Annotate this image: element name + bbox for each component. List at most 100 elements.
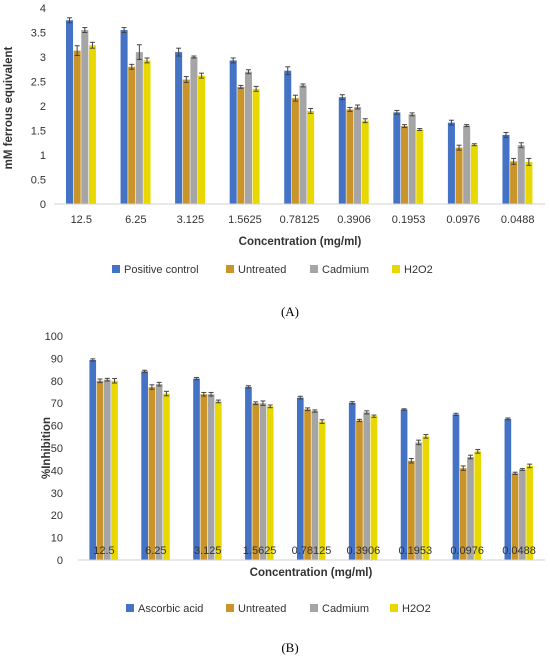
bar bbox=[207, 394, 215, 560]
bar bbox=[338, 97, 346, 204]
error-bar bbox=[297, 395, 303, 400]
error-bar bbox=[260, 400, 266, 406]
bar bbox=[148, 387, 156, 560]
bar bbox=[502, 134, 510, 204]
error-bar bbox=[409, 112, 415, 117]
error-bar bbox=[90, 358, 96, 362]
error-bar bbox=[460, 465, 466, 471]
legend-label: H2O2 bbox=[404, 264, 433, 276]
error-bar bbox=[511, 157, 517, 165]
error-bar bbox=[144, 57, 150, 64]
error-bar bbox=[89, 41, 95, 49]
y-tick-label: 30 bbox=[51, 488, 63, 500]
x-tick-label: 0.1953 bbox=[392, 214, 426, 226]
error-bar bbox=[176, 47, 182, 57]
x-tick-label: 0.3906 bbox=[347, 545, 381, 557]
legend-swatch bbox=[226, 604, 234, 612]
bar bbox=[128, 66, 136, 204]
bar bbox=[526, 465, 533, 560]
error-bar bbox=[253, 401, 259, 406]
legend-swatch bbox=[310, 265, 318, 273]
x-tick-label: 6.25 bbox=[125, 214, 146, 226]
error-bar bbox=[208, 391, 214, 397]
error-bar bbox=[467, 454, 473, 460]
bar bbox=[354, 106, 362, 204]
bar bbox=[237, 86, 245, 204]
bar bbox=[356, 420, 363, 560]
error-bar bbox=[201, 391, 207, 397]
bar bbox=[408, 460, 415, 560]
legend-label: Cadmium bbox=[322, 603, 369, 615]
error-bar bbox=[526, 157, 532, 166]
error-bar bbox=[364, 410, 370, 415]
error-bar bbox=[448, 119, 454, 126]
error-bar bbox=[453, 412, 459, 417]
error-bar bbox=[423, 434, 429, 439]
bar bbox=[311, 411, 319, 560]
legend-item: Untreated bbox=[226, 603, 286, 615]
error-bar bbox=[285, 66, 291, 76]
bar bbox=[88, 45, 96, 204]
error-bar bbox=[121, 27, 127, 33]
bar bbox=[393, 112, 401, 204]
y-tick-label: 20 bbox=[51, 510, 63, 522]
legend-swatch bbox=[126, 604, 134, 612]
bar bbox=[120, 30, 128, 204]
bar bbox=[504, 418, 512, 560]
error-bar bbox=[512, 471, 518, 475]
error-bar bbox=[356, 418, 362, 423]
bar bbox=[244, 71, 252, 204]
legend-swatch bbox=[392, 265, 400, 273]
bar bbox=[190, 57, 198, 204]
x-tick-label: 0.0976 bbox=[450, 545, 484, 557]
error-bars-group bbox=[67, 17, 532, 166]
x-axis-title: Concentration (mg/ml) bbox=[250, 567, 373, 579]
bar bbox=[193, 378, 200, 560]
bar bbox=[400, 126, 409, 204]
legend-swatch bbox=[226, 265, 234, 273]
chart-panel-b: 0 10 20 30 40 50 60 70 80 90 100 12.5 6.25 3.125 1.56… bbox=[41, 331, 545, 655]
legend-label: Cadmium bbox=[322, 264, 369, 276]
error-bar bbox=[230, 57, 236, 64]
bar bbox=[470, 144, 478, 204]
error-bars-group bbox=[90, 358, 533, 475]
panel-label: (B) bbox=[281, 640, 298, 655]
legend-label: Untreated bbox=[238, 264, 286, 276]
x-tick-label: 1.5625 bbox=[228, 214, 262, 226]
bar bbox=[66, 20, 74, 204]
bar bbox=[299, 85, 307, 204]
error-bar bbox=[349, 401, 355, 405]
bar bbox=[81, 30, 89, 204]
error-bar bbox=[519, 468, 525, 471]
bar bbox=[229, 60, 237, 205]
error-bar bbox=[319, 419, 325, 424]
bar bbox=[296, 397, 304, 560]
bar bbox=[175, 52, 183, 204]
y-tick-label: 70 bbox=[51, 398, 63, 410]
bar bbox=[103, 379, 111, 560]
error-bar bbox=[401, 408, 407, 411]
error-bar bbox=[456, 144, 462, 151]
legend-label: Positive control bbox=[124, 264, 199, 276]
bar bbox=[408, 114, 416, 204]
error-bar bbox=[191, 55, 197, 59]
chart-panel-a: 0 0.5 1 1.5 2 2.5 3 3.5 4 12.5 6.25 3.125 1.5625 0.7… bbox=[3, 3, 545, 319]
y-tick-label: 3 bbox=[40, 52, 46, 64]
y-tick-labels: 0 10 20 30 40 50 60 70 80 90 100 bbox=[45, 331, 63, 567]
x-tick-label: 0.0488 bbox=[501, 214, 535, 226]
bar bbox=[463, 125, 471, 204]
legend-item: Ascorbic acid bbox=[126, 603, 203, 615]
y-tick-label: 4 bbox=[40, 3, 46, 15]
error-bar bbox=[408, 458, 414, 464]
bar bbox=[346, 109, 354, 204]
y-axis-title: %Inhibition bbox=[41, 417, 53, 479]
legend-label: Untreated bbox=[238, 603, 286, 615]
bar bbox=[141, 371, 148, 560]
bar bbox=[198, 75, 206, 205]
error-bar bbox=[475, 449, 481, 454]
bar bbox=[245, 386, 252, 560]
bar bbox=[415, 442, 422, 560]
y-axis-title: mM ferrous equivalent bbox=[3, 46, 15, 169]
y-tick-label: 0 bbox=[40, 199, 46, 211]
